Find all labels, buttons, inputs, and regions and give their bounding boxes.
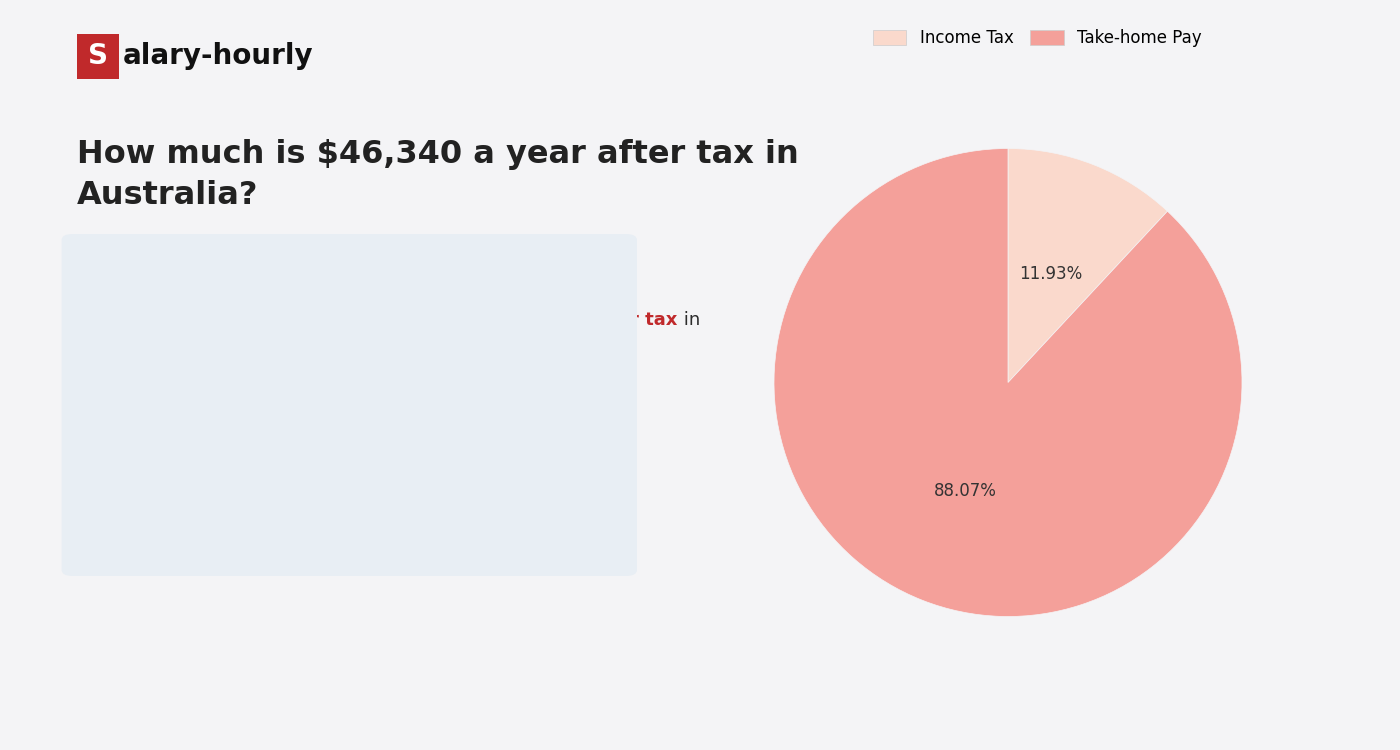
Text: $40,813 after tax: $40,813 after tax xyxy=(501,311,678,329)
Text: Australia for a resident.: Australia for a resident. xyxy=(104,339,316,357)
Text: A Yearly salary of $46,340 is approximately: A Yearly salary of $46,340 is approximat… xyxy=(104,311,501,329)
Text: •  Gross pay: $46,340: • Gross pay: $46,340 xyxy=(123,389,321,407)
Text: in: in xyxy=(678,311,700,329)
Text: Australia?: Australia? xyxy=(77,180,259,211)
Wedge shape xyxy=(774,148,1242,616)
Text: How much is $46,340 a year after tax in: How much is $46,340 a year after tax in xyxy=(77,139,799,170)
Text: 88.07%: 88.07% xyxy=(934,482,997,500)
Wedge shape xyxy=(1008,148,1168,382)
Legend: Income Tax, Take-home Pay: Income Tax, Take-home Pay xyxy=(867,22,1208,53)
Text: S: S xyxy=(88,42,108,70)
Text: •  Take-home pay: $40,813: • Take-home pay: $40,813 xyxy=(123,465,367,483)
Text: 11.93%: 11.93% xyxy=(1019,265,1082,283)
Text: •  Income Tax: $5,527: • Income Tax: $5,527 xyxy=(123,427,323,445)
Text: alary-hourly: alary-hourly xyxy=(123,42,314,70)
